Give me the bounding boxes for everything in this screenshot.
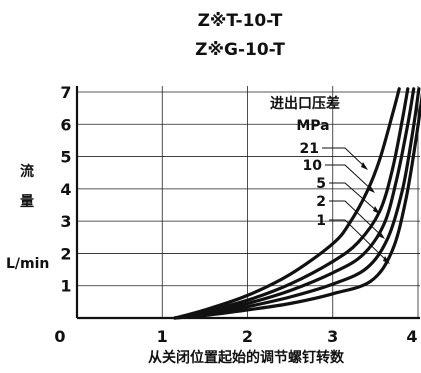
legend-label-21: 21 xyxy=(300,141,319,157)
legend-pointer-1 xyxy=(329,219,389,263)
legend-pointer-2 xyxy=(329,200,384,238)
legend-pointer-21 xyxy=(322,147,367,169)
x-tick-labels: 0 1 2 3 4 xyxy=(54,327,417,346)
legend-pointers xyxy=(322,147,390,264)
series-line-1 xyxy=(173,92,421,320)
legend-label-10: 10 xyxy=(303,158,323,174)
grid-lines xyxy=(77,86,420,318)
series-line-5 xyxy=(173,87,416,320)
series-curves xyxy=(173,87,421,320)
x-axis-label: 从关闭位置起始的调节螺钉转数 xyxy=(148,349,345,366)
y-axis-label-char-2: 量 xyxy=(20,194,34,210)
legend-arrowhead-5 xyxy=(373,206,380,214)
y-tick-label: 5 xyxy=(60,148,71,167)
x-tick-label: 4 xyxy=(406,327,417,346)
y-tick-label: 1 xyxy=(60,277,71,296)
legend-unit: MPa xyxy=(296,118,329,134)
legend-arrowhead-1 xyxy=(383,256,390,264)
legend-label-1: 1 xyxy=(316,213,326,229)
legend-label-2: 2 xyxy=(316,194,326,210)
y-tick-label: 7 xyxy=(60,83,71,102)
series-line-2 xyxy=(173,87,421,320)
y-tick-label: 6 xyxy=(60,115,71,134)
y-tick-label: 4 xyxy=(60,180,71,199)
legend-pointer-5 xyxy=(329,182,379,213)
y-axis-label-char-1: 流 xyxy=(20,163,34,180)
legend-arrowhead-10 xyxy=(368,185,375,193)
legend-label-5: 5 xyxy=(316,176,326,192)
series-line-21 xyxy=(173,87,401,320)
chart-subtitle: Z※G-10-T xyxy=(195,40,285,60)
y-tick-label: 3 xyxy=(60,212,71,231)
chart-title: Z※T-10-T xyxy=(198,11,283,31)
legend-arrowhead-21 xyxy=(361,162,368,170)
legend-title: 进出口压差 xyxy=(270,95,340,112)
legend-pointer-10 xyxy=(325,164,374,192)
x-tick-label: 1 xyxy=(157,327,168,346)
y-tick-label: 2 xyxy=(60,244,71,263)
x-tick-label: 0 xyxy=(54,327,65,346)
x-tick-label: 3 xyxy=(327,327,338,346)
y-tick-labels: 1 2 3 4 5 6 7 xyxy=(60,83,71,296)
series-line-10 xyxy=(173,87,410,320)
y-axis-unit: L/min xyxy=(6,256,49,272)
legend-arrowhead-2 xyxy=(378,231,385,239)
x-tick-label: 2 xyxy=(242,327,253,346)
